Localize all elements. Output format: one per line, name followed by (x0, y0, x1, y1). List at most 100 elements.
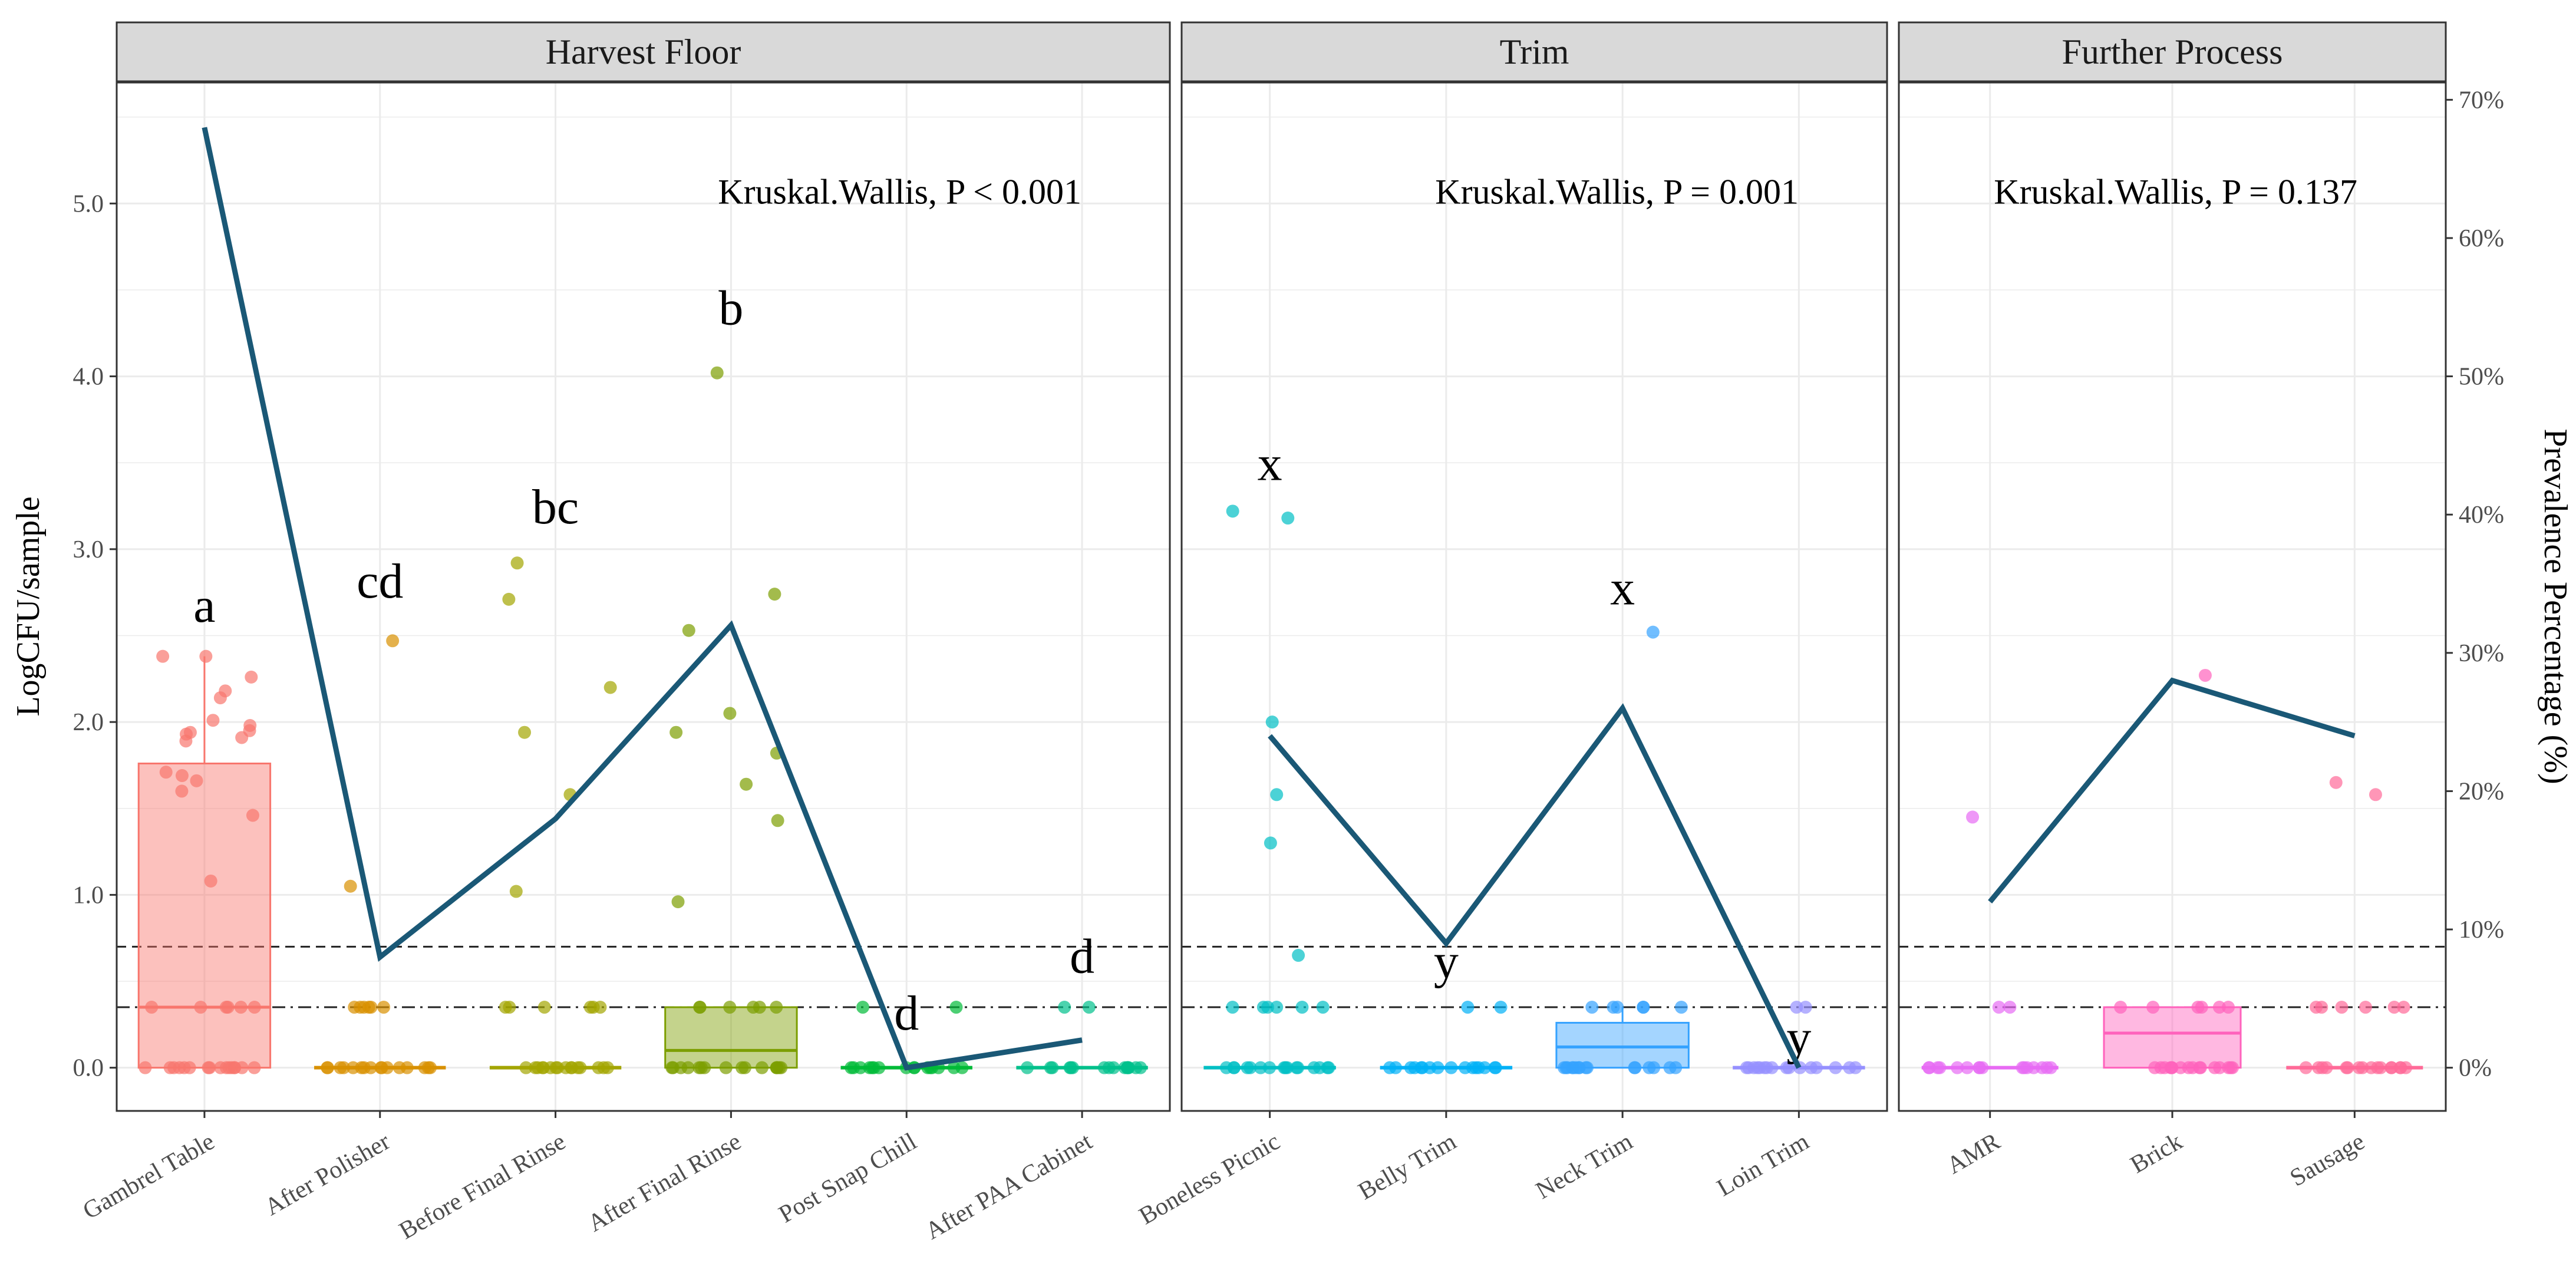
panel-background (1182, 83, 1887, 1111)
x-tick-label: Post Snap Chill (774, 1128, 921, 1229)
kruskal-wallis-annotation: Kruskal.Wallis, P = 0.137 (1994, 172, 2357, 211)
data-point (1313, 1061, 1327, 1074)
data-point (2340, 1061, 2353, 1074)
y-tick-label-right: 0% (2459, 1055, 2492, 1082)
data-point (773, 1061, 786, 1074)
data-point (1992, 1001, 2006, 1014)
data-point (1494, 1001, 1508, 1014)
data-point (424, 1061, 437, 1074)
data-point (354, 1001, 367, 1014)
data-point (2040, 1061, 2054, 1074)
data-point (235, 731, 249, 744)
data-point (1642, 1061, 1656, 1074)
data-point (2371, 1061, 2384, 1074)
panel-harvest-floor: a Gambrel Table cd After Polisher bc Before F… (78, 81, 1171, 1245)
significance-letter: x (1258, 437, 1282, 492)
data-point (2212, 1001, 2226, 1014)
kruskal-wallis-annotation: Kruskal.Wallis, P < 0.001 (718, 172, 1081, 211)
data-point (1951, 1061, 1964, 1074)
x-tick-label: After Final Rinse (583, 1128, 746, 1238)
y-tick-label-right: 20% (2459, 778, 2504, 805)
data-point (2224, 1061, 2238, 1074)
data-point (213, 691, 227, 705)
data-point (671, 895, 685, 909)
data-point (1843, 1061, 1856, 1074)
data-point (138, 1061, 152, 1074)
box-body (2103, 1006, 2242, 1069)
data-point (1809, 1061, 1823, 1074)
strip-background (1180, 21, 1888, 83)
data-point (2315, 1001, 2328, 1014)
data-point (2397, 1001, 2410, 1014)
data-point (536, 1061, 549, 1074)
data-point (1044, 1061, 1057, 1074)
data-point (1646, 625, 1660, 639)
significance-letter: bc (532, 480, 579, 535)
data-point (2003, 1001, 2017, 1014)
data-point (1322, 1061, 1335, 1074)
data-point (1488, 1061, 1502, 1074)
data-point (2329, 776, 2343, 789)
data-point (1459, 1061, 1472, 1074)
significance-letter: cd (357, 554, 403, 609)
left-y-axis: 0.0 1.0 2.0 3.0 4.0 5.0 (73, 190, 117, 1082)
panel-further-process: AMR Brick Sausage Kruskal.Wallis, P = 0.137 (1898, 81, 2447, 1192)
facet-panels: a Gambrel Table cd After Polisher bc Before F… (78, 81, 2447, 1245)
x-tick-label: After PAA Cabinet (921, 1128, 1097, 1245)
data-point (1254, 1061, 1268, 1074)
prevalence-line (202, 127, 1083, 1071)
x-tick-label: Belly Trim (1354, 1128, 1461, 1206)
significance-letter: y (1786, 1010, 1811, 1065)
data-point (248, 1061, 261, 1074)
data-point (2114, 1001, 2128, 1014)
data-point (375, 1061, 388, 1074)
strip-title: Further Process (2062, 32, 2283, 71)
box-body (664, 1006, 798, 1069)
data-point (1316, 1001, 1330, 1014)
data-point (1669, 1061, 1683, 1074)
data-point (601, 1061, 614, 1074)
x-tick-label: Boneless Picnic (1134, 1128, 1284, 1230)
data-point (204, 874, 217, 888)
data-point (1933, 1061, 1947, 1074)
data-point (502, 592, 516, 606)
data-point (2356, 1061, 2369, 1074)
data-point (2394, 1061, 2407, 1074)
data-point (321, 1061, 334, 1074)
right-y-axis: 0% 10% 20% 30% 40% 50% 60% 70% (2446, 87, 2504, 1082)
data-point (377, 1001, 391, 1014)
y-tick-label-left: 2.0 (73, 709, 104, 736)
data-point (1263, 1061, 1277, 1074)
data-point (206, 714, 220, 727)
data-point (246, 809, 259, 822)
data-point (1121, 1061, 1134, 1074)
data-point (665, 1061, 679, 1074)
data-point (856, 1001, 870, 1014)
y-tick-label-right: 40% (2459, 502, 2504, 529)
x-tick-label: Loin Trim (1713, 1128, 1814, 1202)
data-point (592, 1061, 605, 1074)
data-point (1580, 1061, 1594, 1074)
data-point (1765, 1061, 1779, 1074)
y-tick-label-left: 3.0 (73, 536, 104, 563)
data-point (518, 725, 532, 739)
data-point (2195, 1001, 2208, 1014)
panel-border (116, 81, 1171, 1112)
data-point (853, 1061, 867, 1074)
data-point (747, 1001, 760, 1014)
data-point (509, 885, 523, 898)
data-point (710, 366, 724, 380)
y-tick-label-left: 4.0 (73, 364, 104, 391)
data-point (1799, 1001, 1812, 1014)
data-point (159, 766, 173, 779)
data-point (1742, 1061, 1756, 1074)
data-point (1064, 1061, 1077, 1074)
data-point (386, 634, 400, 648)
panel-background (117, 83, 1170, 1111)
data-point (222, 1061, 236, 1074)
data-point (1829, 1061, 1842, 1074)
data-point (175, 769, 189, 783)
data-point (1292, 949, 1305, 962)
panel-border (1180, 81, 1888, 1112)
